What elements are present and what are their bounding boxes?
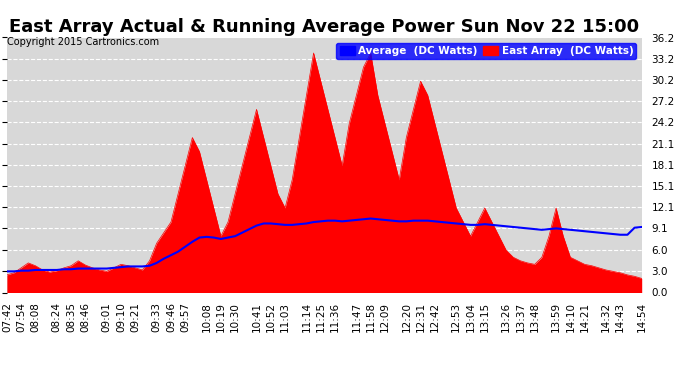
Title: East Array Actual & Running Average Power Sun Nov 22 15:00: East Array Actual & Running Average Powe… bbox=[9, 18, 640, 36]
Text: Copyright 2015 Cartronics.com: Copyright 2015 Cartronics.com bbox=[7, 37, 159, 47]
Legend: Average  (DC Watts), East Array  (DC Watts): Average (DC Watts), East Array (DC Watts… bbox=[337, 43, 636, 59]
